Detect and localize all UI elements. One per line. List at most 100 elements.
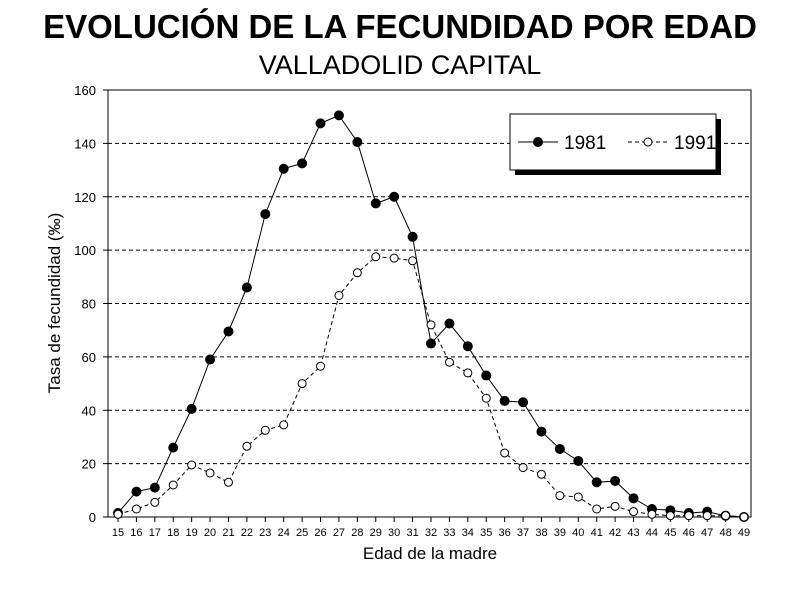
x-tick-label: 42 xyxy=(609,527,621,539)
y-axis-label: Tasa de fecundidad (‰) xyxy=(45,213,64,394)
x-tick-label: 41 xyxy=(591,527,603,539)
data-point xyxy=(389,191,400,202)
x-axis-ticks: 15 16 17 18 19 20 21 22 23 24 25 26 27 28 29 30 31 32 33 34… xyxy=(112,517,750,539)
x-tick-label: 27 xyxy=(333,527,345,539)
data-point xyxy=(389,253,399,263)
data-point xyxy=(536,426,547,437)
data-point xyxy=(205,468,215,478)
data-point xyxy=(333,110,344,121)
legend: 1981 1991 xyxy=(509,113,721,175)
data-point xyxy=(352,268,362,278)
legend-label: 1991 xyxy=(674,133,716,154)
x-tick-label: 17 xyxy=(149,527,161,539)
data-point xyxy=(462,341,473,352)
data-point xyxy=(518,463,528,473)
data-point xyxy=(554,443,565,454)
series-line xyxy=(117,256,745,518)
x-tick-label: 19 xyxy=(186,527,198,539)
data-point xyxy=(481,393,491,403)
series-1991 xyxy=(113,252,749,522)
x-tick-label: 45 xyxy=(664,527,676,539)
y-tick-label: 80 xyxy=(82,297,96,312)
data-point xyxy=(721,511,731,521)
x-tick-label: 47 xyxy=(701,527,713,539)
data-point xyxy=(297,379,307,389)
x-tick-label: 34 xyxy=(462,527,474,539)
data-point xyxy=(407,231,418,242)
x-tick-label: 20 xyxy=(204,527,216,539)
x-tick-label: 44 xyxy=(646,527,658,539)
data-point xyxy=(610,501,620,511)
y-tick-label: 40 xyxy=(82,403,96,418)
data-point xyxy=(186,403,197,414)
x-tick-label: 33 xyxy=(443,527,455,539)
data-point xyxy=(573,492,583,502)
x-tick-label: 21 xyxy=(222,527,234,539)
x-tick-label: 18 xyxy=(167,527,179,539)
data-point xyxy=(113,509,123,519)
data-point xyxy=(444,357,454,367)
data-point xyxy=(463,368,473,378)
data-point xyxy=(370,198,381,209)
data-point xyxy=(573,455,584,466)
x-tick-label: 29 xyxy=(370,527,382,539)
x-tick-label: 26 xyxy=(314,527,326,539)
data-point xyxy=(647,509,657,519)
data-point xyxy=(241,282,252,293)
data-point xyxy=(610,475,621,486)
series-layer xyxy=(113,110,749,522)
x-tick-label: 36 xyxy=(499,527,511,539)
data-point xyxy=(150,497,160,507)
data-point xyxy=(278,163,289,174)
y-tick-label: 20 xyxy=(82,457,96,472)
data-point xyxy=(481,370,492,381)
x-tick-label: 32 xyxy=(425,527,437,539)
data-point xyxy=(629,507,639,517)
data-point xyxy=(223,477,233,487)
x-tick-label: 35 xyxy=(480,527,492,539)
data-point xyxy=(279,420,289,430)
data-point xyxy=(518,397,529,408)
data-point xyxy=(131,504,141,514)
x-tick-label: 39 xyxy=(554,527,566,539)
data-point xyxy=(334,290,344,300)
data-point xyxy=(187,460,197,470)
legend-marker xyxy=(643,137,653,147)
y-tick-label: 140 xyxy=(74,136,96,151)
y-axis-ticks: 0 20 40 60 80 100 120 140 160 xyxy=(74,83,108,525)
x-tick-label: 40 xyxy=(572,527,584,539)
data-point xyxy=(426,320,436,330)
x-tick-label: 24 xyxy=(278,527,290,539)
data-point xyxy=(315,118,326,129)
data-point xyxy=(628,493,639,504)
x-tick-label: 49 xyxy=(738,527,750,539)
x-tick-label: 43 xyxy=(627,527,639,539)
data-point xyxy=(555,491,565,501)
chart-title: EVOLUCIÓN DE LA FECUNDIDAD POR EDAD xyxy=(43,8,757,45)
x-tick-label: 31 xyxy=(406,527,418,539)
x-tick-label: 46 xyxy=(683,527,695,539)
x-tick-label: 16 xyxy=(130,527,142,539)
data-point xyxy=(205,354,216,365)
y-tick-label: 120 xyxy=(74,190,96,205)
x-tick-label: 23 xyxy=(259,527,271,539)
y-tick-label: 60 xyxy=(82,350,96,365)
data-point xyxy=(168,442,179,453)
data-point xyxy=(500,448,510,458)
x-tick-label: 25 xyxy=(296,527,308,539)
x-tick-label: 28 xyxy=(351,527,363,539)
x-tick-label: 22 xyxy=(241,527,253,539)
legend-label: 1981 xyxy=(564,133,606,154)
data-point xyxy=(352,137,363,148)
y-tick-label: 100 xyxy=(74,243,96,258)
data-point xyxy=(702,511,712,521)
data-point xyxy=(371,252,381,262)
data-point xyxy=(684,511,694,521)
data-point xyxy=(297,158,308,169)
data-point xyxy=(499,395,510,406)
x-tick-label: 48 xyxy=(719,527,731,539)
y-tick-label: 160 xyxy=(74,83,96,98)
data-point xyxy=(149,482,160,493)
data-point xyxy=(168,480,178,490)
